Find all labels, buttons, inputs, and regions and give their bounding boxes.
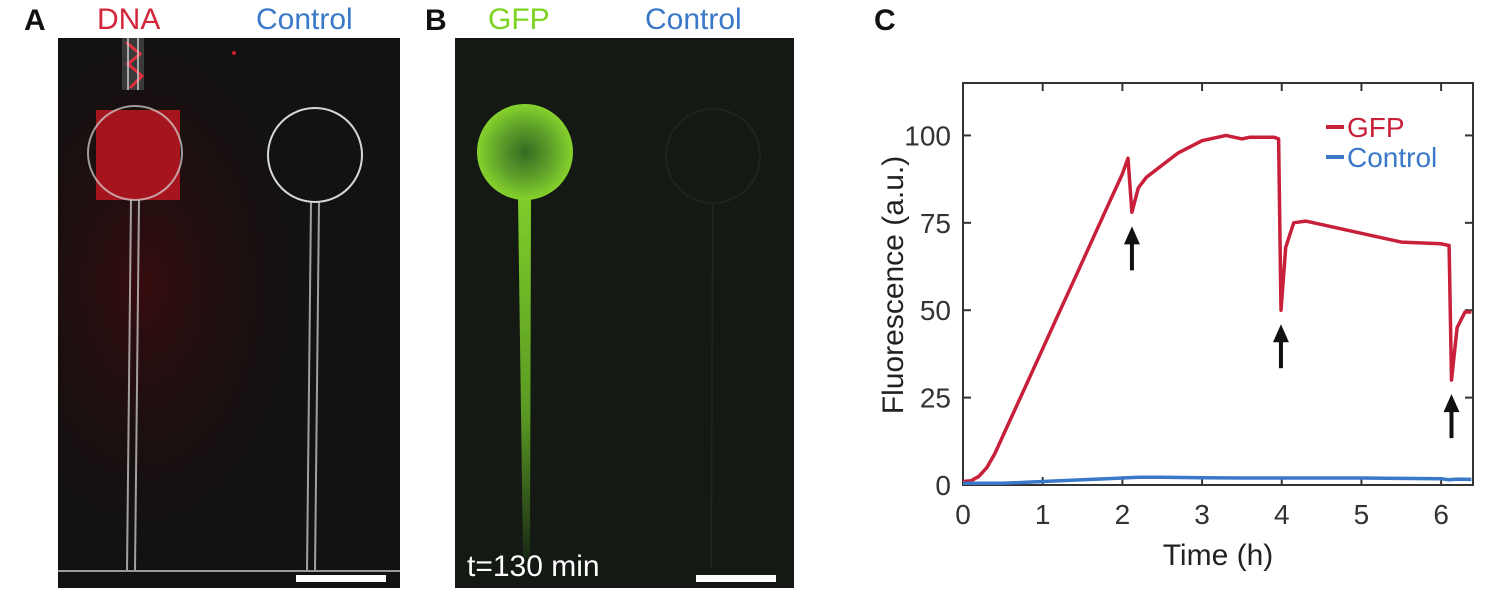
panel-a-scale-bar [296, 575, 386, 582]
panel-a-image [58, 38, 400, 588]
gfp-channel [518, 198, 531, 558]
right-chamber [267, 107, 363, 203]
x-tick-label: 0 [955, 499, 971, 530]
timestamp-label: t=130 min [467, 550, 600, 583]
y-tick-label: 0 [935, 470, 951, 501]
panel-b-scale-bar [696, 575, 776, 582]
x-tick-label: 5 [1354, 499, 1370, 530]
gfp-droplet [477, 104, 573, 200]
addition-arrow [1272, 324, 1289, 369]
left-channel [126, 199, 140, 571]
panel-b-gfp-label: GFP [488, 3, 550, 36]
y-axis-label: Fluorescence (a.u.) [877, 156, 910, 414]
x-tick-label: 6 [1433, 499, 1449, 530]
x-tick-label: 3 [1194, 499, 1210, 530]
legend-label-gfp: GFP [1347, 112, 1405, 143]
y-tick-label: 25 [920, 383, 951, 414]
panel-b-control-label: Control [645, 3, 742, 36]
dna-droplet [96, 110, 180, 200]
y-tick-label: 100 [904, 120, 951, 151]
series-line-gfp [962, 133, 1472, 484]
panel-a-dna-label: DNA [97, 3, 161, 36]
left-chamber [87, 105, 183, 201]
addition-arrow [1123, 226, 1140, 271]
legend-label-control: Control [1347, 142, 1437, 173]
panel-b-micrograph: t=130 min [455, 38, 794, 588]
panel-c-letter: C [874, 4, 896, 37]
series-line-control [963, 475, 1472, 486]
plot-frame [962, 82, 1474, 486]
y-tick-label: 75 [920, 208, 951, 239]
x-axis-label: Time (h) [1163, 539, 1274, 572]
right-channel [306, 201, 320, 571]
panel-b-image [455, 38, 794, 588]
panel-a-letter: A [24, 4, 46, 37]
y-tick-label: 50 [920, 295, 951, 326]
addition-arrow [1443, 394, 1460, 439]
panel-a-micrograph [58, 38, 400, 588]
x-tick-label: 1 [1035, 499, 1051, 530]
x-tick-label: 2 [1115, 499, 1131, 530]
panel-a-control-label: Control [256, 3, 353, 36]
x-tick-label: 4 [1274, 499, 1290, 530]
panel-b-letter: B [425, 4, 447, 37]
